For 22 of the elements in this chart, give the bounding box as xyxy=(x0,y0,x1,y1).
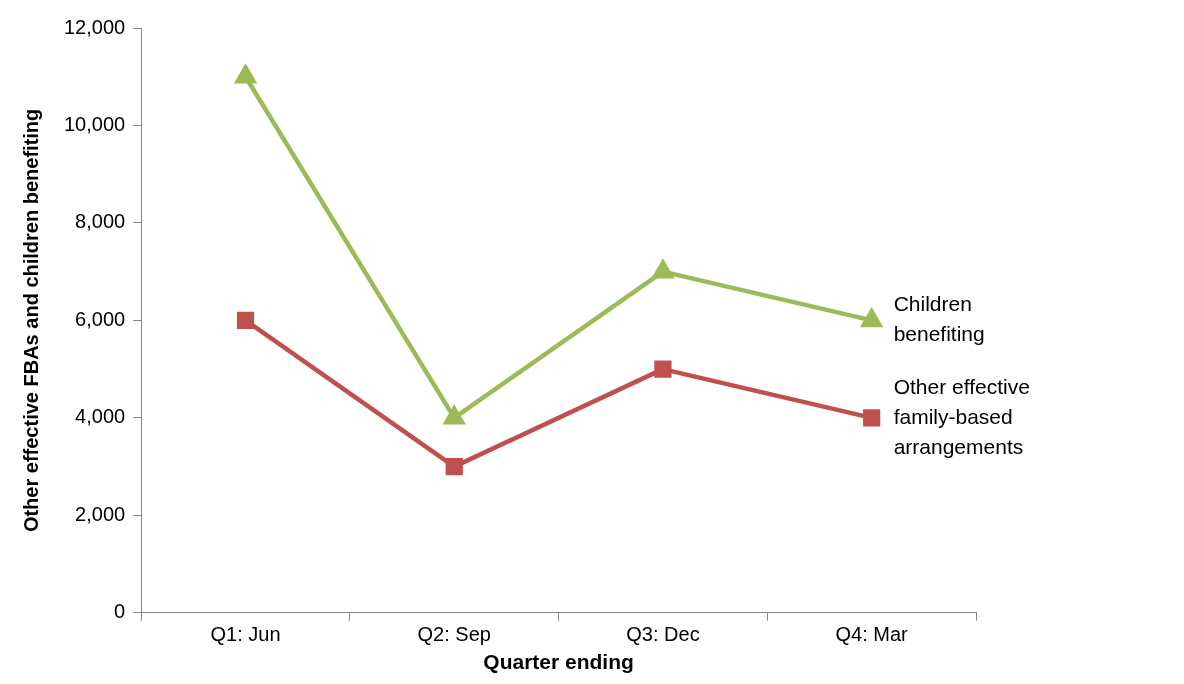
y-tick-label: 2,000 xyxy=(75,502,126,525)
x-tick-label: Q3: Dec xyxy=(626,623,700,646)
point xyxy=(236,311,255,330)
x-axis-title: Quarter ending xyxy=(483,650,634,674)
point xyxy=(654,360,672,378)
point xyxy=(652,260,673,279)
y-tick-label: 4,000 xyxy=(75,405,126,428)
y-tick-label: 12,000 xyxy=(64,15,126,38)
y-axis-title: Other effective FBAs and children benefiting xyxy=(19,108,42,533)
point xyxy=(863,409,881,427)
series-label: Other effective family-based arrangements xyxy=(893,374,1030,458)
series-label: Children benefiting xyxy=(893,292,985,346)
point xyxy=(861,309,882,328)
x-tick-label: Q1: Jun xyxy=(210,623,281,646)
y-tick-label: 10,000 xyxy=(64,112,126,135)
x-tick-label: Q2: Sep xyxy=(417,623,491,646)
x-tick-label: Q4: Mar xyxy=(835,623,909,646)
point xyxy=(235,65,256,84)
y-tick-label: 8,000 xyxy=(75,210,126,233)
y-tick-label: 6,000 xyxy=(75,307,126,330)
point xyxy=(445,457,463,476)
y-tick-label: 0 xyxy=(114,600,126,623)
